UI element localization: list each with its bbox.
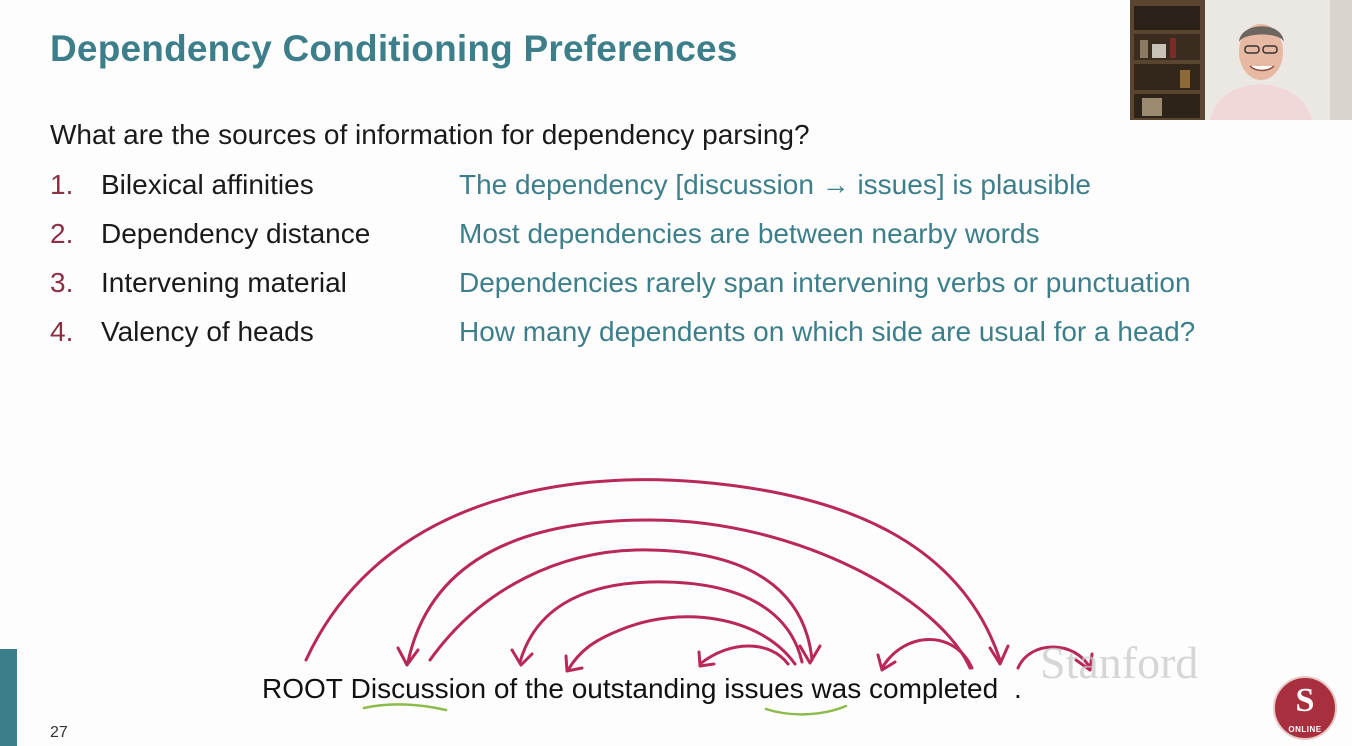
item-number: 4. bbox=[50, 316, 74, 347]
item-description: Dependencies rarely span intervening ver… bbox=[459, 267, 1191, 298]
arc-issues-the bbox=[566, 615, 797, 672]
item-description: How many dependents on which side are us… bbox=[459, 316, 1196, 347]
token-discussion: Discussion bbox=[350, 673, 487, 704]
arrowhead bbox=[876, 653, 897, 672]
item-term: Bilexical affinities bbox=[101, 169, 314, 200]
arrowhead bbox=[1074, 652, 1094, 672]
token-completed: completed bbox=[869, 673, 999, 704]
item-number: 3. bbox=[50, 267, 74, 298]
question-text: What are the sources of information for … bbox=[50, 119, 810, 150]
seal-text: ONLINE bbox=[1288, 725, 1322, 734]
slide-title: Dependency Conditioning Preferences bbox=[50, 28, 738, 69]
example-sentence: ROOT Discussion of the outstanding issue… bbox=[262, 673, 1022, 705]
seal-letter: S bbox=[1295, 682, 1315, 719]
item-description: Most dependencies are between nearby wor… bbox=[459, 218, 1040, 249]
issues-underline bbox=[764, 704, 848, 716]
token-the: the bbox=[524, 673, 564, 704]
list-item: 1. Bilexical affinities The dependency [… bbox=[0, 169, 1352, 209]
item-term: Dependency distance bbox=[101, 218, 371, 249]
slide-accent-bar bbox=[0, 649, 17, 746]
arc-completed-period bbox=[1016, 645, 1092, 670]
arc-completed-was bbox=[880, 638, 974, 670]
item-number: 1. bbox=[50, 169, 74, 200]
token-of: of bbox=[493, 673, 518, 704]
token-root: ROOT bbox=[262, 673, 343, 704]
token-outstanding: outstanding bbox=[571, 673, 717, 704]
page-number: 27 bbox=[50, 724, 68, 741]
list-item: 4. Valency of heads How many dependents … bbox=[0, 316, 1352, 356]
arc-completed-discussion bbox=[406, 518, 972, 670]
item-number: 2. bbox=[50, 218, 74, 249]
item-term: Valency of heads bbox=[101, 316, 314, 347]
list-item: 3. Intervening material Dependencies rar… bbox=[0, 267, 1352, 307]
arrowhead bbox=[396, 646, 420, 667]
arc-discussion-issues bbox=[428, 548, 814, 662]
token-issues: issues bbox=[724, 673, 804, 704]
discussion-underline bbox=[362, 703, 448, 712]
arrowhead bbox=[798, 644, 822, 665]
arrowhead bbox=[564, 654, 584, 673]
arc-root-completed bbox=[304, 478, 1002, 662]
list-item: 2. Dependency distance Most dependencies… bbox=[0, 218, 1352, 258]
item-description: The dependency [discussion → issues] is … bbox=[459, 169, 1091, 200]
item-term: Intervening material bbox=[101, 267, 347, 298]
stanford-watermark: Stanford bbox=[1040, 637, 1199, 688]
token-was: was bbox=[811, 673, 862, 704]
presenter-webcam-icon bbox=[1130, 0, 1352, 120]
arrowhead bbox=[510, 648, 534, 667]
token-period: . bbox=[1013, 673, 1022, 704]
arc-issues-of bbox=[518, 580, 804, 664]
arrowhead bbox=[697, 650, 716, 668]
stanford-online-seal-icon: S ONLINE bbox=[1273, 676, 1337, 740]
arrowhead bbox=[988, 644, 1010, 666]
arc-issues-outstanding bbox=[698, 644, 790, 666]
webcam-image bbox=[1130, 0, 1352, 120]
